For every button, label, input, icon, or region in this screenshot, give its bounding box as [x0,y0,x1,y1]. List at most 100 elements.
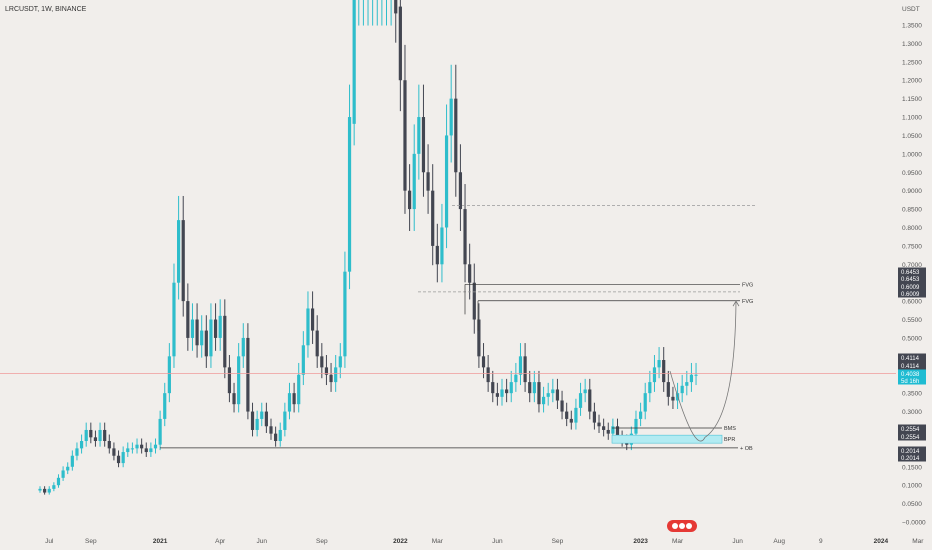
candle-body [671,396,675,401]
price-badge-label: 0.4114 [901,356,920,362]
time-tick-label: 2021 [153,538,168,545]
candle-body [116,455,121,464]
candle-body [611,426,615,434]
annotation-label: FVG [742,299,753,305]
candle-body [523,356,527,383]
price-badge-label: 0.6009 [901,292,920,298]
candle-body [440,227,444,265]
candle-body [491,382,495,394]
annotation-label: FVG [742,282,753,288]
time-axis[interactable]: Jul Sep 2021 Apr Jun Sep 2022 Mar Jun Sep 2023 Mar J… [45,538,924,545]
candle-body [56,477,61,486]
price-badge [898,432,926,441]
candle-body [588,389,592,412]
price-tick-label: 0.3000 [902,409,922,416]
candle-body [449,98,453,136]
time-tick-label: Sep [316,538,328,545]
price-tick-label: −0.0000 [902,520,926,527]
price-badge [898,289,926,298]
candle-body [112,448,116,456]
candle-body [153,444,158,449]
candle-body [75,448,79,456]
tradingview-logo-icon[interactable] [667,520,697,532]
candle-body [648,382,652,394]
candle-body [578,393,583,408]
candle-body [468,264,472,283]
candle-body [167,356,171,394]
candle-body [79,441,84,449]
price-badge [898,424,926,433]
price-tick-label: 0.9000 [902,188,922,195]
time-tick-label: Sep [85,538,97,545]
candle-body [347,117,352,272]
price-badge-label: 5d 16h [901,379,919,385]
candle-body [66,466,70,471]
time-tick-label: 2022 [393,538,408,545]
price-tick-label: 0.7000 [902,262,922,269]
candle-body [643,393,647,412]
candle-body [694,374,698,376]
candle-body [417,117,421,154]
candle-body [329,374,333,383]
projection-path [669,301,737,442]
time-tick-label: Sep [552,538,564,545]
annotation-label: + OB [740,446,753,452]
time-tick-label: Mar [432,538,444,545]
candle-body [140,444,144,449]
price-badge-label: 0.2014 [901,449,920,455]
price-tick-label: 1.1000 [902,115,922,122]
candle-body [237,356,241,405]
price-badge-label: 0.4114 [901,364,920,370]
candle-body [537,382,541,405]
candle-body [435,245,439,265]
price-badge [898,361,926,370]
chart-title: LRCUSDT, 1W, BINANCE [5,6,87,13]
candle-body [218,315,222,338]
price-badge-label: 0.2554 [901,427,920,433]
price-tick-label: 1.0500 [902,133,922,140]
bpr-zone [611,434,723,444]
time-tick-label: 9 [819,538,823,545]
candle-body [477,319,481,357]
candle-body [495,393,499,397]
candle-body [532,382,536,394]
candle-body [652,367,657,383]
candle-body [634,418,638,434]
candle-body [264,411,268,427]
price-tick-label: 0.6000 [902,299,922,306]
candle-body [666,382,670,397]
candle-body [597,422,601,427]
candle-body [565,411,569,419]
price-badge [898,453,926,462]
candle-body [158,418,162,445]
candle-body [486,367,490,383]
time-tick-label: Jun [492,538,503,545]
candle-body [602,426,606,430]
candle-body [657,360,661,368]
candle-body [292,393,296,405]
candle-body [560,400,564,412]
annotation-label: BPR [724,437,735,443]
projection-arrow-icon [732,300,740,307]
candle-body [352,0,356,124]
price-badge-label: 0.6453 [901,270,920,276]
candle-body [232,393,236,405]
candle-body [481,356,486,368]
candle-body [454,98,458,173]
price-tick-label: 0.9500 [902,170,922,177]
candle-body [200,330,204,346]
candle-body [615,426,620,438]
candle-body [98,429,102,442]
candle-body [408,190,412,210]
currency-label: USDT [902,6,920,13]
candle-body [260,411,264,419]
candle-body [278,429,282,442]
candle-body [680,385,684,394]
price-axis[interactable]: 1.3500 1.3000 1.2500 1.2000 1.1500 1.1000 1.05… [898,23,926,527]
candle-body [223,315,227,368]
price-tick-label: 1.2000 [902,78,922,85]
candle-body [639,411,643,419]
price-tick-label: 0.7500 [902,243,922,250]
candle-body [93,437,98,442]
